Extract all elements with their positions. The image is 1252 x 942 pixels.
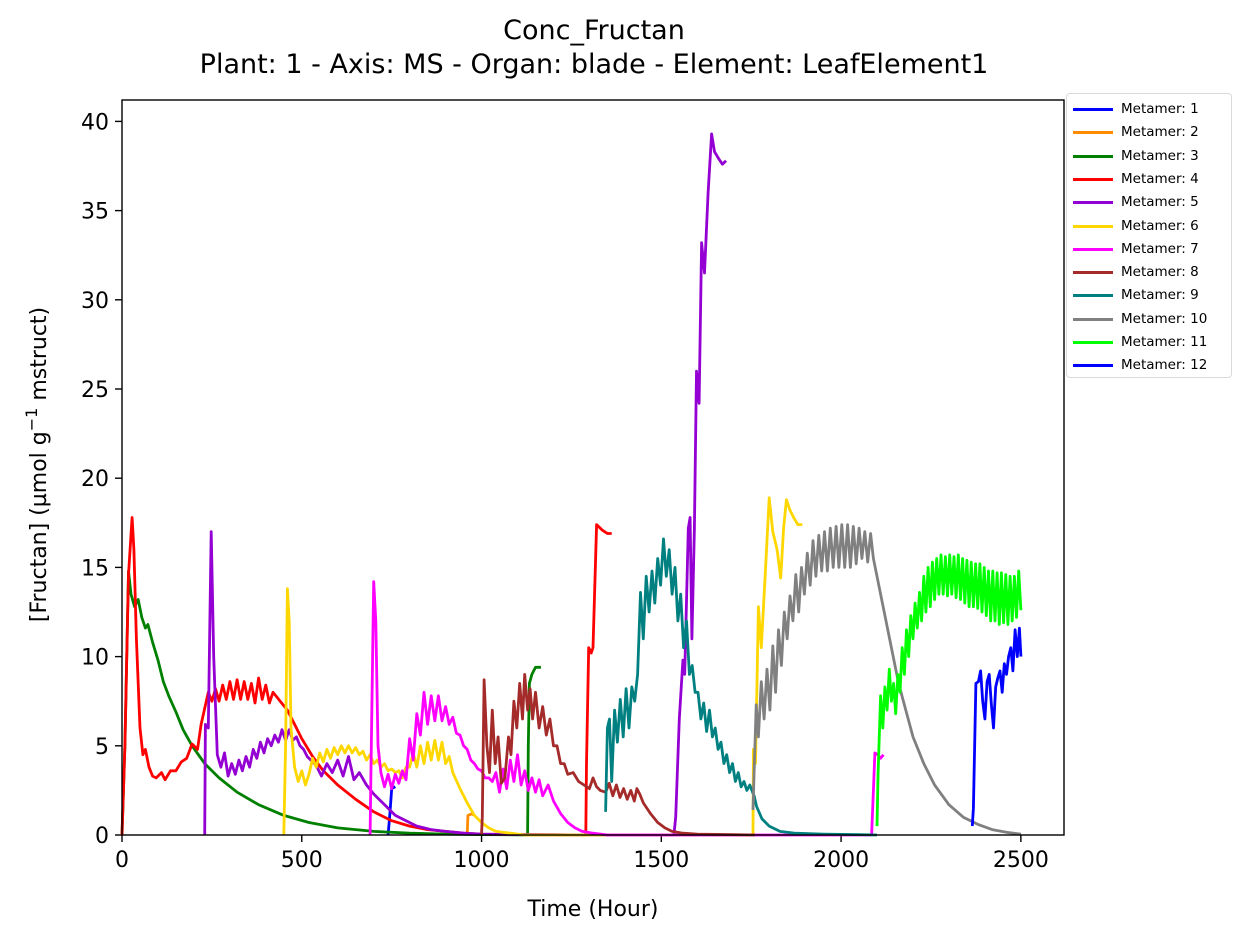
x-tick-label: 0 <box>115 848 129 873</box>
legend-label: Metamer: 7 <box>1121 240 1199 257</box>
legend-item: Metamer: 4 <box>1067 168 1231 191</box>
axis-ticks: 0 500 1000 1500 2000 2500 0 5 10 15 20 25 30 35 40 <box>81 110 1049 873</box>
legend-item: Metamer: 5 <box>1067 191 1231 214</box>
legend-label: Metamer: 11 <box>1121 334 1208 350</box>
legend-label: Metamer: 1 <box>1121 101 1199 117</box>
legend-swatch <box>1073 341 1113 344</box>
legend-label: Metamer: 9 <box>1121 287 1199 304</box>
legend-label: Metamer: 12 <box>1121 357 1208 374</box>
legend-swatch <box>1073 271 1113 275</box>
legend-label: Metamer: 6 <box>1121 217 1199 234</box>
series-line <box>465 812 475 836</box>
chart-title: Conc_Fructan <box>503 15 685 46</box>
legend-item: Metamer: 12 <box>1067 354 1231 377</box>
chart-title-block: Conc_Fructan Plant: 1 - Axis: MS - Organ… <box>0 14 1188 82</box>
legend-label: Metamer: 8 <box>1121 264 1199 281</box>
x-tick-label: 2500 <box>993 848 1049 873</box>
series-line <box>751 523 1022 836</box>
legend-swatch <box>1073 201 1113 205</box>
legend-swatch <box>1073 177 1113 181</box>
legend-swatch <box>1073 224 1113 228</box>
legend-item: Metamer: 8 <box>1067 261 1231 284</box>
legend-item: Metamer: 3 <box>1067 145 1231 168</box>
legend-label: Metamer: 3 <box>1121 147 1199 164</box>
y-axis-label-superscript: −1 <box>22 408 41 432</box>
plot-frame <box>121 99 1065 836</box>
y-tick-label: 10 <box>81 646 109 671</box>
legend-item: Metamer: 1 <box>1067 98 1231 121</box>
legend-item: Metamer: 11 <box>1067 331 1231 354</box>
legend-swatch <box>1073 154 1113 158</box>
y-tick-label: 0 <box>95 824 109 849</box>
legend-swatch <box>1073 108 1113 111</box>
series-line <box>604 537 878 837</box>
legend-label: Metamer: 5 <box>1121 194 1199 211</box>
x-tick-label: 1500 <box>633 848 689 873</box>
series-lines <box>120 132 1023 837</box>
series-line <box>875 553 1023 827</box>
x-tick-label: 500 <box>281 848 323 873</box>
x-tick-label: 1000 <box>454 848 510 873</box>
x-axis-label: Time (Hour) <box>527 897 659 922</box>
legend-item: Metamer: 6 <box>1067 215 1231 238</box>
legend-item: Metamer: 10 <box>1067 308 1231 331</box>
legend: Metamer: 1 Metamer: 2 Metamer: 3 Metamer: 4… <box>1066 93 1232 378</box>
y-axis-label-tail: mstruct) <box>27 307 52 408</box>
legend-swatch <box>1073 294 1113 298</box>
legend-swatch <box>1073 364 1113 368</box>
legend-label: Metamer: 4 <box>1121 170 1199 187</box>
y-axis-label-main: [Fructan] (µmol g <box>27 431 52 622</box>
legend-label: Metamer: 2 <box>1121 124 1199 141</box>
series-line <box>368 580 885 837</box>
series-line <box>480 673 755 837</box>
legend-item: Metamer: 7 <box>1067 238 1231 261</box>
legend-item: Metamer: 2 <box>1067 121 1231 144</box>
x-tick-label: 2000 <box>813 848 869 873</box>
y-tick-label: 5 <box>95 735 109 760</box>
series-line <box>203 132 727 837</box>
y-tick-label: 20 <box>81 467 109 492</box>
y-tick-label: 40 <box>81 110 109 135</box>
series-line <box>120 569 541 837</box>
legend-item: Metamer: 9 <box>1067 284 1231 307</box>
y-tick-label: 35 <box>81 200 109 225</box>
series-line <box>282 496 803 837</box>
series-line <box>386 785 396 836</box>
y-tick-label: 25 <box>81 378 109 403</box>
chart-subtitle: Plant: 1 - Axis: MS - Organ: blade - Ele… <box>199 49 989 80</box>
legend-label: Metamer: 10 <box>1121 310 1208 327</box>
legend-swatch <box>1073 131 1113 135</box>
series-line <box>970 626 1023 827</box>
legend-swatch <box>1073 317 1113 321</box>
y-axis-label: [Fructan] (µmol g−1 mstruct) <box>22 307 52 622</box>
legend-swatch <box>1073 247 1113 251</box>
y-tick-label: 15 <box>81 556 109 581</box>
y-tick-label: 30 <box>81 289 109 314</box>
